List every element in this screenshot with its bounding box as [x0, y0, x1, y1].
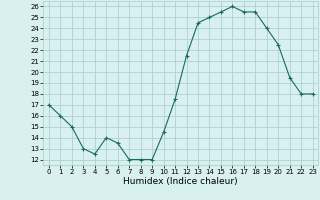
X-axis label: Humidex (Indice chaleur): Humidex (Indice chaleur): [124, 177, 238, 186]
